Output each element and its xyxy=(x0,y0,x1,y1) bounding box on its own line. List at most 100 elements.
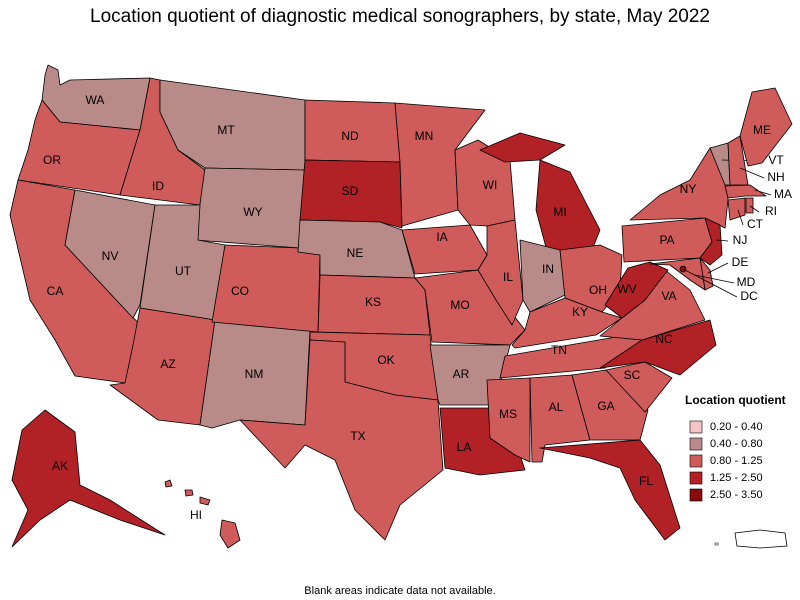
state-label: DE xyxy=(732,255,749,269)
state-label: NV xyxy=(102,249,119,263)
state-label: AK xyxy=(52,459,68,473)
state-label: NY xyxy=(680,182,697,196)
leader-line xyxy=(682,268,738,298)
state-label: CT xyxy=(747,217,764,231)
leader-line xyxy=(739,167,765,179)
state-label: HI xyxy=(190,508,202,522)
legend-swatch xyxy=(689,454,703,468)
legend-swatch xyxy=(689,420,703,434)
state-label: IA xyxy=(436,230,447,244)
state-label: AL xyxy=(549,400,564,414)
state xyxy=(299,159,403,229)
state-label: TX xyxy=(350,429,365,443)
state-label: PA xyxy=(659,233,674,247)
state-label: NE xyxy=(347,246,364,260)
leader-line xyxy=(694,274,735,284)
state xyxy=(64,189,156,319)
state-label: ND xyxy=(341,129,359,143)
leader-line xyxy=(749,205,760,213)
legend-label: 2.50 - 3.50 xyxy=(710,489,763,501)
leader-line xyxy=(754,189,772,196)
state xyxy=(17,99,141,196)
state-label: VA xyxy=(661,289,676,303)
state xyxy=(699,217,723,266)
legend-label: 1.25 - 2.50 xyxy=(710,472,763,484)
state-label: KY xyxy=(572,305,588,319)
leader-line xyxy=(737,209,744,226)
state-label: CA xyxy=(47,284,64,298)
state-label: DC xyxy=(740,289,758,303)
state xyxy=(11,409,166,548)
state-label: SC xyxy=(624,368,641,382)
state-label: LA xyxy=(457,440,472,454)
state-label: WV xyxy=(617,282,636,296)
legend-swatch xyxy=(689,471,703,485)
legend: 0.20 - 0.40 0.40 - 0.80 0.80 - 1.25 1.25 - … xyxy=(689,420,763,502)
state xyxy=(477,219,524,326)
state xyxy=(571,369,649,441)
state-label: SD xyxy=(342,184,359,198)
legend-swatch xyxy=(689,488,703,502)
state xyxy=(539,439,681,541)
state-label: TN xyxy=(551,343,567,357)
states: WA OR CA NV ID MT WY UT AZ NM CO ND SD NE KS OK TX MN IA MO… xyxy=(9,64,793,549)
state-label: FL xyxy=(639,474,653,488)
state-label: AZ xyxy=(160,357,175,371)
state-label: NH xyxy=(767,170,784,184)
state-label: WA xyxy=(86,93,105,107)
state xyxy=(511,297,623,349)
state-label: MI xyxy=(553,205,566,219)
state-label: CO xyxy=(231,284,249,298)
state xyxy=(604,261,669,319)
state-label: MA xyxy=(774,187,792,201)
state xyxy=(184,489,194,497)
puerto-rico xyxy=(734,529,788,549)
state-label: WI xyxy=(483,178,498,192)
state-label: KS xyxy=(365,295,381,309)
state xyxy=(605,361,673,413)
state-label: VT xyxy=(768,153,784,167)
state xyxy=(199,496,211,506)
state xyxy=(519,239,566,313)
state-label: NC xyxy=(655,332,673,346)
state xyxy=(211,244,321,333)
state xyxy=(727,197,746,221)
state-label: MT xyxy=(217,123,235,137)
state-label: OH xyxy=(589,283,607,297)
state-label: GA xyxy=(597,399,614,413)
map-title: Location quotient of diagnostic medical … xyxy=(90,6,710,27)
state-label: IN xyxy=(542,262,554,276)
state-label: NJ xyxy=(733,233,748,247)
state xyxy=(479,132,566,163)
state xyxy=(724,184,767,199)
state-label: MO xyxy=(450,298,469,312)
state-label: OR xyxy=(43,153,61,167)
state-label: WY xyxy=(243,205,262,219)
state xyxy=(739,87,793,167)
state xyxy=(745,197,754,214)
state xyxy=(164,479,173,488)
state-label: NM xyxy=(245,367,264,381)
legend-swatch xyxy=(689,437,703,451)
state xyxy=(317,274,431,336)
footnote: Blank areas indicate data not available. xyxy=(304,585,495,597)
leader-line xyxy=(715,239,729,242)
state-label: IL xyxy=(503,270,513,284)
state-label: ID xyxy=(152,179,164,193)
state-label: UT xyxy=(175,264,192,278)
legend-label: 0.20 - 0.40 xyxy=(710,421,763,433)
state-label: ME xyxy=(753,123,771,137)
state-label: OK xyxy=(377,353,394,367)
state-label: MS xyxy=(499,407,517,421)
state xyxy=(239,339,444,541)
state xyxy=(649,257,706,291)
state xyxy=(219,519,241,549)
state xyxy=(486,377,531,463)
leader-line xyxy=(707,262,729,274)
state-label: RI xyxy=(765,204,777,218)
legend-label: 0.80 - 1.25 xyxy=(710,455,763,467)
legend-label: 0.40 - 0.80 xyxy=(710,438,763,450)
state-label: AR xyxy=(453,367,470,381)
state-label: MN xyxy=(415,129,434,143)
state-label: MD xyxy=(737,275,756,289)
